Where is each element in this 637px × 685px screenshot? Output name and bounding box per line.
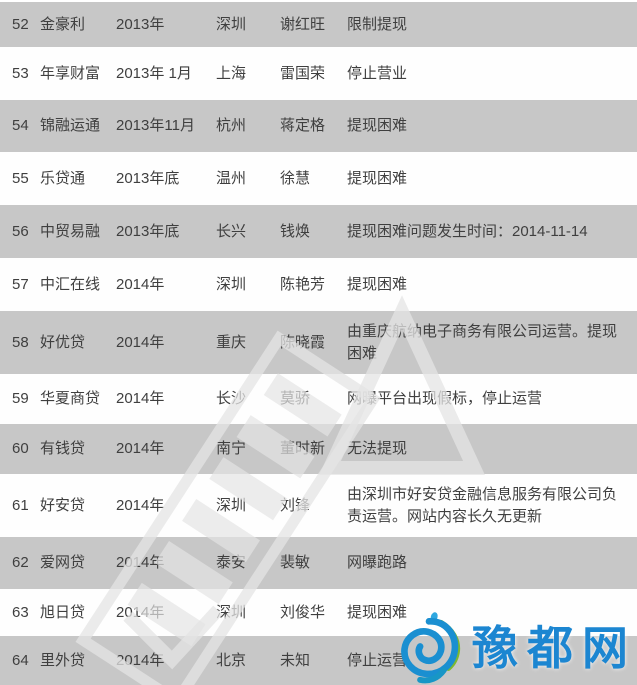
cell-date: 2013年底 (116, 169, 180, 187)
cell-date: 2014年 (116, 496, 165, 514)
cell-number: 56 (12, 222, 29, 240)
cell-status: 由重庆航纳电子商务有限公司运营。提现困难 (347, 322, 618, 362)
cell-city: 南宁 (216, 440, 247, 457)
cell-date: 2013年 1月 (116, 64, 192, 82)
cell-status: 提现困难 (347, 275, 408, 293)
cell-date: 2013年11月 (116, 117, 195, 134)
cell-city: 深圳 (216, 603, 247, 621)
cell-status: 限制提现 (347, 15, 408, 33)
cell-city: 深圳 (216, 496, 247, 514)
cell-status: 提现困难问题发生时间：2014-11-14 (347, 222, 588, 240)
cell-number: 53 (12, 64, 29, 82)
cell-date: 2014年 (116, 275, 165, 293)
cell-status: 网曝跑路 (347, 554, 408, 571)
cell-city: 泰安 (216, 554, 247, 571)
cell-status: 停止营业 (347, 64, 408, 82)
cell-city: 深圳 (216, 15, 247, 33)
cell-number: 58 (12, 333, 29, 351)
cell-platform-name: 旭日贷 (40, 603, 86, 621)
cell-status: 提现困难 (347, 169, 408, 187)
cell-person: 徐慧 (280, 169, 311, 187)
cell-city: 北京 (216, 651, 247, 669)
cell-platform-name: 华夏商贷 (40, 390, 101, 407)
cell-city: 杭州 (216, 117, 247, 134)
cell-person: 刘俊华 (280, 603, 326, 621)
table-row: 59 华夏商贷 2014年 长沙 莫骄 网曝平台出现假标，停止运营 (0, 374, 637, 424)
cell-number: 61 (12, 496, 29, 514)
cell-person: 未知 (280, 651, 311, 669)
cell-platform-name: 中汇在线 (40, 275, 101, 293)
table-row: 61 好安贷 2014年 深圳 刘锋 由深圳市好安贷金融信息服务有限公司负责运营… (0, 474, 637, 537)
cell-platform-name: 中贸易融 (40, 222, 101, 240)
cell-platform-name: 金豪利 (40, 15, 86, 33)
cell-date: 2013年底 (116, 222, 180, 240)
table-row: 52 金豪利 2013年 深圳 谢红旺 限制提现 (0, 0, 637, 47)
cell-number: 59 (12, 390, 29, 407)
cell-city: 重庆 (216, 333, 247, 351)
cell-platform-name: 锦融运通 (40, 117, 101, 134)
cell-number: 64 (12, 651, 29, 669)
cell-platform-name: 年享财富 (40, 64, 101, 82)
table-row: 62 爱网贷 2014年 泰安 裴敏 网曝跑路 (0, 537, 637, 589)
cell-platform-name: 里外贷 (40, 651, 86, 669)
cell-city: 上海 (216, 64, 247, 82)
cell-city: 长沙 (216, 390, 247, 407)
cell-number: 60 (12, 440, 29, 457)
cell-person: 蒋定格 (280, 117, 326, 134)
cell-person: 钱焕 (280, 222, 311, 240)
table-row: 53 年享财富 2013年 1月 上海 雷国荣 停止营业 (0, 47, 637, 100)
cell-date: 2014年 (116, 554, 165, 571)
cell-person: 陈艳芳 (280, 275, 326, 293)
cell-person: 裴敏 (280, 554, 311, 571)
cell-number: 57 (12, 275, 29, 293)
cell-person: 董时新 (280, 440, 326, 457)
logo-text: 豫都网 (472, 621, 637, 674)
cell-platform-name: 乐贷通 (40, 169, 86, 187)
cell-person: 谢红旺 (280, 15, 326, 33)
cell-person: 莫骄 (280, 390, 311, 407)
table-row: 54 锦融运通 2013年11月 杭州 蒋定格 提现困难 (0, 100, 637, 152)
cell-number: 52 (12, 15, 29, 33)
table-row: 55 乐贷通 2013年底 温州 徐慧 提现困难 (0, 152, 637, 205)
cell-number: 55 (12, 169, 29, 187)
table-row: 58 好优贷 2014年 重庆 陈晓霞 由重庆航纳电子商务有限公司运营。提现困难 (0, 311, 637, 374)
cell-status: 由深圳市好安贷金融信息服务有限公司负责运营。网站内容长久无更新 (347, 485, 618, 525)
cell-number: 63 (12, 603, 29, 621)
cell-platform-name: 爱网贷 (40, 554, 86, 571)
table-row: 57 中汇在线 2014年 深圳 陈艳芳 提现困难 (0, 258, 637, 311)
cell-platform-name: 有钱贷 (40, 440, 86, 457)
cell-platform-name: 好优贷 (40, 333, 86, 351)
cell-city: 温州 (216, 169, 247, 187)
cell-status: 提现困难 (347, 117, 408, 134)
cell-date: 2014年 (116, 390, 165, 407)
cell-status: 网曝平台出现假标，停止运营 (347, 390, 543, 407)
table-row: 60 有钱贷 2014年 南宁 董时新 无法提现 (0, 424, 637, 474)
table-row: 56 中贸易融 2013年底 长兴 钱焕 提现困难问题发生时间：2014-11-… (0, 205, 637, 258)
cell-date: 2014年 (116, 651, 165, 669)
cell-date: 2014年 (116, 603, 165, 621)
yudu-logo: 豫都网 (388, 610, 637, 685)
cell-status: 无法提现 (347, 440, 408, 457)
cell-person: 刘锋 (280, 496, 311, 514)
cell-date: 2014年 (116, 440, 165, 457)
cell-number: 62 (12, 554, 29, 571)
cell-date: 2013年 (116, 15, 165, 33)
cell-number: 54 (12, 117, 29, 134)
cell-person: 陈晓霞 (280, 333, 326, 351)
swirl-logo-icon (401, 611, 461, 683)
cell-city: 深圳 (216, 275, 247, 293)
cell-person: 雷国荣 (280, 64, 326, 82)
cell-platform-name: 好安贷 (40, 496, 86, 514)
cell-date: 2014年 (116, 333, 165, 351)
cell-city: 长兴 (216, 222, 247, 240)
